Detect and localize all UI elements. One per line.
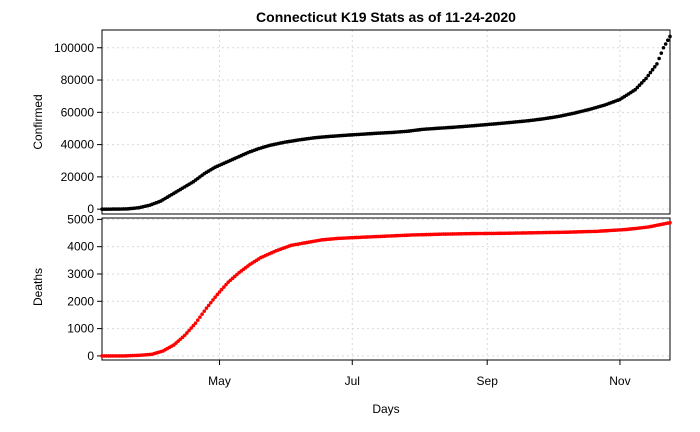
confirmed-point	[635, 85, 640, 90]
x-tick-label: Jul	[345, 374, 360, 388]
deaths-point	[222, 285, 226, 289]
confirmed-point	[648, 70, 653, 75]
deaths-y-tick-label: 1000	[67, 322, 94, 336]
deaths-y-tick-label: 2000	[67, 294, 94, 308]
confirmed-y-tick-label: 20000	[61, 170, 95, 184]
confirmed-plot-frame	[101, 29, 671, 215]
deaths-point	[198, 315, 202, 319]
x-tick-label: May	[208, 374, 231, 388]
deaths-point	[217, 290, 222, 294]
confirmed-point	[655, 62, 659, 66]
confirmed-point	[644, 76, 648, 81]
confirmed-y-tick-label: 40000	[61, 138, 95, 152]
bottom-y-axis-label: Deaths	[31, 268, 45, 306]
deaths-plot-frame	[101, 217, 671, 361]
confirmed-point	[646, 73, 651, 78]
confirmed-point	[652, 65, 657, 69]
deaths-y-tick-label: 4000	[67, 240, 94, 254]
deaths-point	[209, 300, 213, 305]
deaths-point	[187, 328, 191, 333]
deaths-point	[211, 298, 215, 302]
deaths-point	[185, 331, 189, 335]
deaths-point	[206, 303, 211, 308]
confirmed-point	[642, 78, 646, 83]
confirmed-point	[661, 45, 666, 50]
deaths-series	[100, 220, 672, 358]
deaths-point	[224, 282, 228, 287]
x-axis-label: Days	[372, 402, 399, 416]
deaths-point	[189, 326, 194, 330]
deaths-y-tick-label: 3000	[67, 267, 94, 281]
confirmed-y-tick-label: 0	[87, 202, 94, 216]
deaths-point	[219, 287, 224, 292]
confirmed-point	[657, 56, 661, 61]
deaths-panel: 0 1000 2000 3000 4000 5000 May Jul Sep Nov	[67, 212, 672, 388]
confirmed-series	[100, 34, 672, 211]
confirmed-panel: 0 20000 40000 60000 80000 100000	[54, 29, 672, 216]
deaths-point	[191, 323, 196, 328]
confirmed-point	[659, 51, 664, 55]
deaths-y-tick-label: 0	[87, 349, 94, 363]
confirmed-point	[637, 83, 642, 87]
confirmed-y-tick-label: 80000	[61, 73, 95, 87]
deaths-point	[200, 312, 204, 316]
x-tick-label: Nov	[609, 374, 630, 388]
confirmed-y-tick-label: 60000	[61, 105, 95, 119]
confirmed-point	[666, 38, 670, 43]
chart-title: Connecticut K19 Stats as of 11-24-2020	[256, 9, 516, 25]
deaths-point	[213, 295, 217, 299]
x-tick-label: Sep	[477, 374, 499, 388]
deaths-point	[204, 306, 209, 310]
deaths-point	[195, 318, 200, 322]
deaths-point	[193, 321, 198, 325]
confirmed-point	[639, 81, 644, 85]
deaths-point	[215, 292, 220, 297]
deaths-point	[668, 220, 672, 225]
deaths-point	[202, 309, 207, 313]
deaths-y-tick-label: 5000	[67, 212, 94, 226]
confirmed-point	[668, 34, 672, 39]
deaths-point	[182, 333, 187, 338]
confirmed-point	[650, 67, 655, 72]
confirmed-point	[663, 42, 668, 46]
confirmed-point	[633, 87, 637, 92]
confirmed-y-tick-label: 100000	[54, 41, 94, 55]
top-y-axis-label: Confirmed	[31, 94, 45, 149]
